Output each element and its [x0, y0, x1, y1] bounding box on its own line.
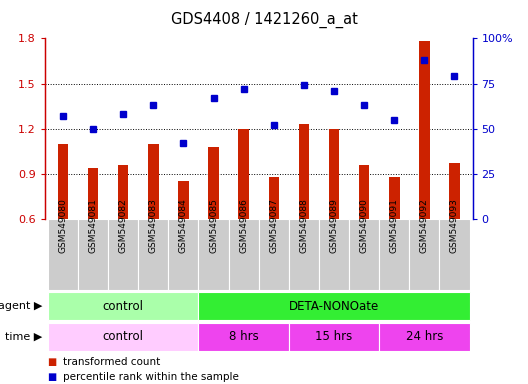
Text: agent ▶: agent ▶ [0, 301, 42, 311]
Bar [48, 293, 199, 320]
Bar [48, 323, 199, 351]
Bar [58, 144, 68, 219]
Bar [359, 165, 370, 219]
Bar [419, 41, 430, 219]
Text: control: control [102, 300, 144, 313]
Bar [168, 219, 199, 290]
Bar [449, 163, 460, 219]
Bar [108, 219, 138, 290]
Bar [269, 177, 279, 219]
Bar [329, 129, 340, 219]
Bar [199, 219, 229, 290]
Text: GSM549088: GSM549088 [299, 198, 308, 253]
Bar [299, 124, 309, 219]
Bar [118, 165, 128, 219]
Text: transformed count: transformed count [63, 357, 161, 367]
Text: GSM549092: GSM549092 [420, 198, 429, 253]
Text: GSM549089: GSM549089 [329, 198, 338, 253]
Text: ■: ■ [48, 357, 57, 367]
Bar [289, 219, 319, 290]
Bar [229, 219, 259, 290]
Bar [389, 177, 400, 219]
Text: ■: ■ [48, 372, 57, 382]
Text: DETA-NONOate: DETA-NONOate [289, 300, 379, 313]
Bar [379, 323, 469, 351]
Bar [199, 323, 289, 351]
Text: GSM549084: GSM549084 [179, 198, 188, 253]
Bar [88, 168, 98, 219]
Bar [48, 219, 78, 290]
Bar [78, 219, 108, 290]
Bar [199, 293, 469, 320]
Bar [439, 219, 469, 290]
Bar [148, 144, 158, 219]
Text: control: control [102, 331, 144, 343]
Bar [238, 129, 249, 219]
Text: 24 hrs: 24 hrs [406, 331, 443, 343]
Text: GSM549091: GSM549091 [390, 198, 399, 253]
Text: GSM549093: GSM549093 [450, 198, 459, 253]
Text: GSM549083: GSM549083 [149, 198, 158, 253]
Text: GSM549086: GSM549086 [239, 198, 248, 253]
Text: 15 hrs: 15 hrs [315, 331, 353, 343]
Bar [409, 219, 439, 290]
Text: time ▶: time ▶ [5, 332, 42, 342]
Text: 8 hrs: 8 hrs [229, 331, 259, 343]
Bar [349, 219, 379, 290]
Text: GSM549090: GSM549090 [360, 198, 369, 253]
Bar [289, 323, 379, 351]
Text: GSM549082: GSM549082 [119, 198, 128, 253]
Bar [178, 181, 188, 219]
Bar [379, 219, 409, 290]
Text: GSM549080: GSM549080 [59, 198, 68, 253]
Text: GSM549085: GSM549085 [209, 198, 218, 253]
Bar [138, 219, 168, 290]
Bar [208, 147, 219, 219]
Text: GDS4408 / 1421260_a_at: GDS4408 / 1421260_a_at [171, 12, 357, 28]
Text: percentile rank within the sample: percentile rank within the sample [63, 372, 239, 382]
Text: GSM549081: GSM549081 [89, 198, 98, 253]
Bar [259, 219, 289, 290]
Text: GSM549087: GSM549087 [269, 198, 278, 253]
Bar [319, 219, 349, 290]
